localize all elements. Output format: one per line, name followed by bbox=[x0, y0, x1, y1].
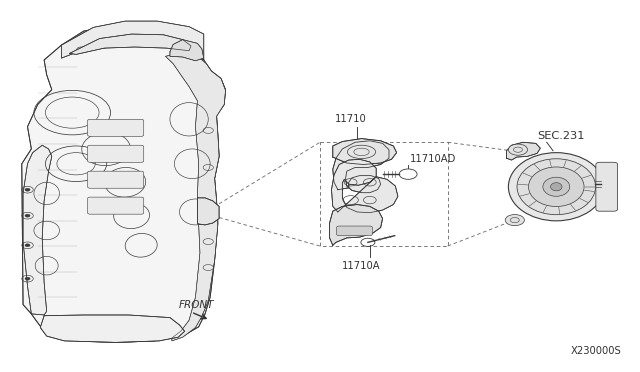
Polygon shape bbox=[330, 205, 383, 245]
Polygon shape bbox=[61, 21, 204, 60]
Ellipse shape bbox=[543, 177, 570, 196]
Ellipse shape bbox=[517, 159, 596, 215]
Text: 11710A: 11710A bbox=[342, 261, 381, 271]
Ellipse shape bbox=[550, 183, 562, 191]
Polygon shape bbox=[23, 145, 52, 315]
Ellipse shape bbox=[529, 167, 584, 206]
Polygon shape bbox=[166, 52, 225, 341]
Circle shape bbox=[25, 214, 30, 217]
Polygon shape bbox=[40, 315, 184, 342]
Polygon shape bbox=[332, 159, 398, 213]
Text: 11710AD: 11710AD bbox=[410, 154, 456, 164]
Polygon shape bbox=[333, 141, 389, 193]
Polygon shape bbox=[333, 138, 397, 164]
Polygon shape bbox=[22, 24, 225, 342]
Circle shape bbox=[25, 244, 30, 247]
Text: 11710: 11710 bbox=[335, 115, 367, 125]
FancyBboxPatch shape bbox=[88, 197, 144, 214]
Circle shape bbox=[25, 188, 30, 191]
Polygon shape bbox=[70, 34, 191, 54]
Circle shape bbox=[508, 144, 527, 155]
Text: FRONT: FRONT bbox=[178, 300, 214, 310]
Circle shape bbox=[25, 277, 30, 280]
Polygon shape bbox=[506, 142, 540, 160]
FancyBboxPatch shape bbox=[88, 171, 144, 188]
Text: SEC.231: SEC.231 bbox=[537, 131, 584, 141]
Ellipse shape bbox=[508, 153, 604, 221]
FancyBboxPatch shape bbox=[596, 162, 618, 211]
FancyBboxPatch shape bbox=[88, 119, 144, 137]
FancyBboxPatch shape bbox=[337, 226, 372, 235]
Polygon shape bbox=[197, 198, 219, 225]
Text: X230000S: X230000S bbox=[571, 346, 621, 356]
Circle shape bbox=[505, 215, 524, 226]
Polygon shape bbox=[170, 39, 204, 61]
FancyBboxPatch shape bbox=[88, 145, 144, 162]
